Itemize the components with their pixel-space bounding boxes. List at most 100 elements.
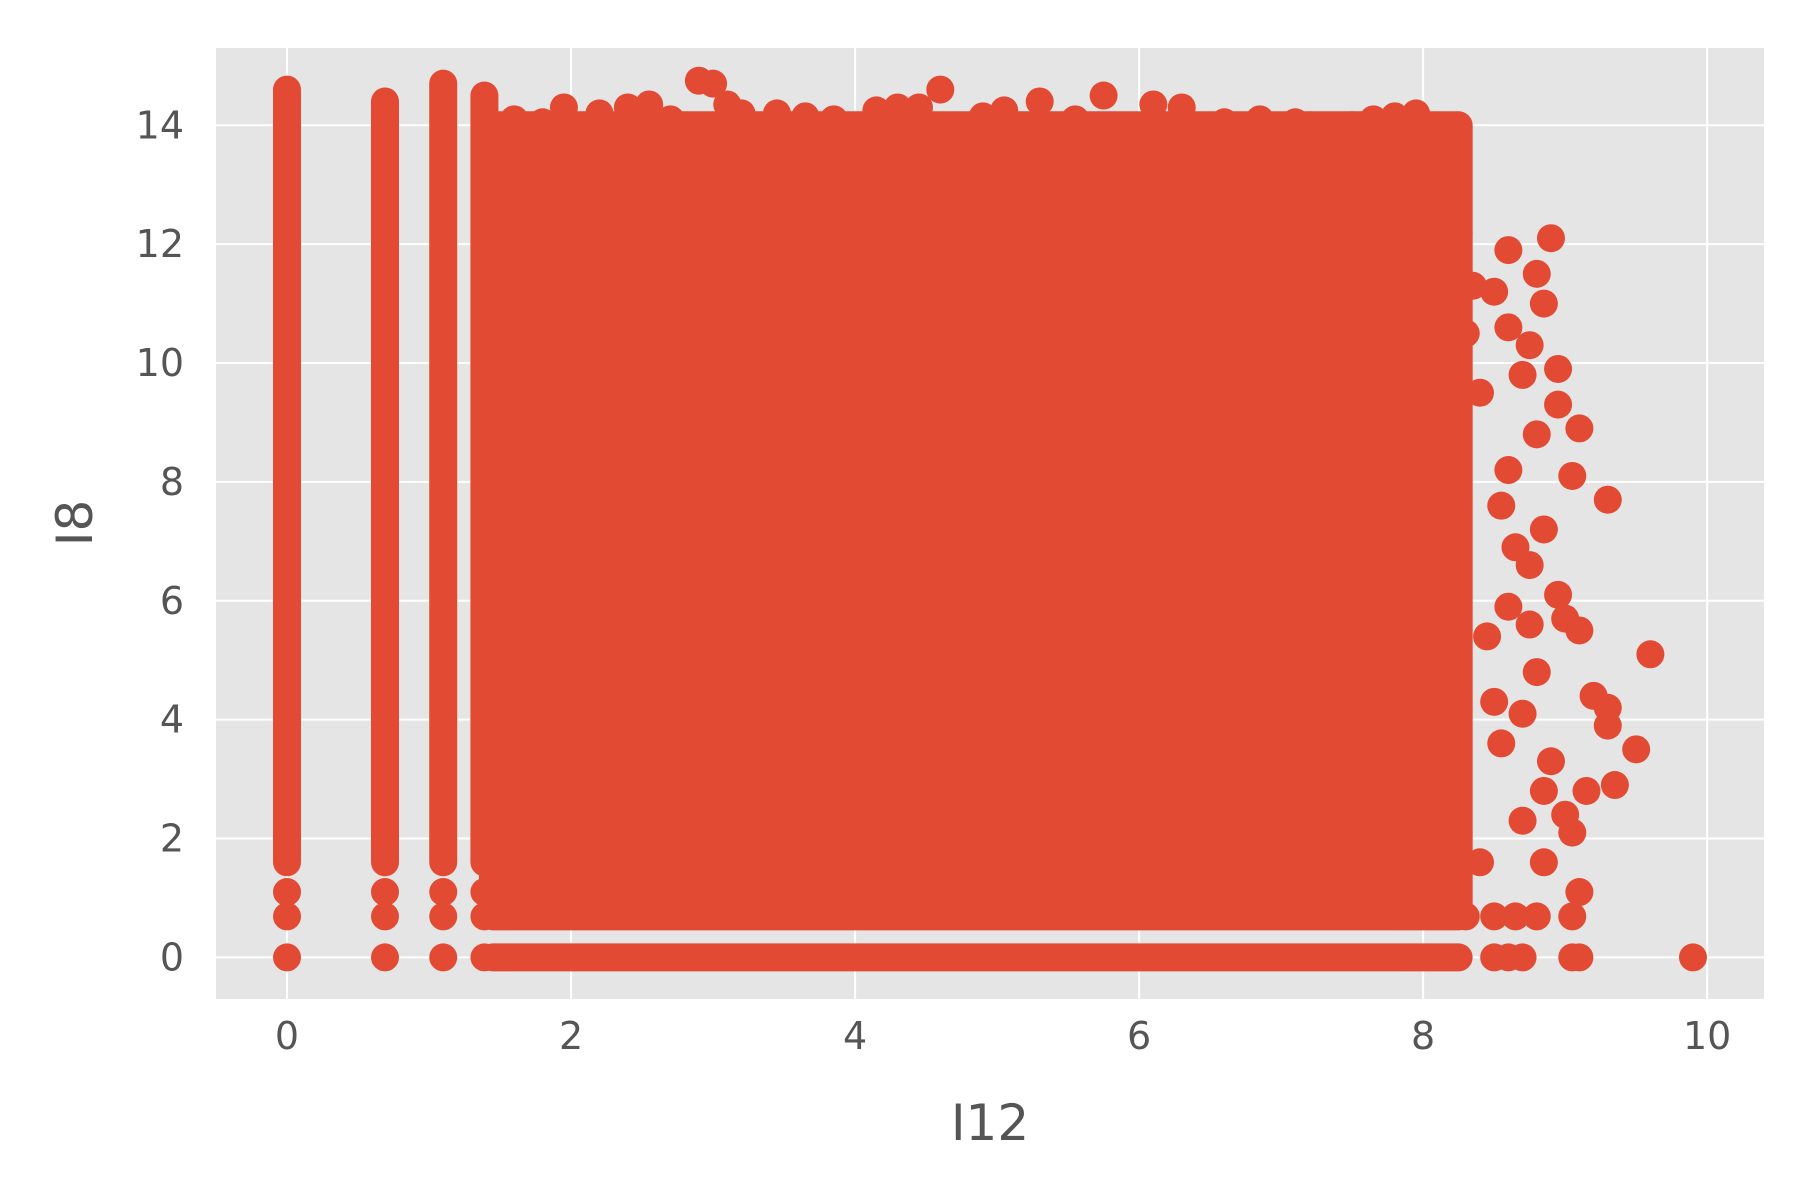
scatter-point: [1536, 747, 1565, 776]
scatter-point: [713, 90, 742, 119]
y-tick-label: 10: [136, 341, 184, 385]
scatter-point: [371, 878, 400, 907]
scatter-point: [1494, 236, 1523, 265]
scatter-point: [1444, 218, 1473, 247]
scatter-point: [1522, 420, 1551, 449]
y-tick-label: 6: [160, 579, 184, 623]
scatter-point: [549, 93, 578, 122]
scatter-point: [1494, 456, 1523, 485]
scatter-point: [1565, 414, 1594, 443]
scatter-point: [1139, 90, 1168, 119]
scatter-point: [1558, 902, 1587, 931]
y-tick-labels: 0 2 4 6 8 10 12 14: [136, 103, 184, 979]
scatter-point: [968, 102, 997, 131]
scatter-point: [273, 943, 302, 972]
scatter-point: [1522, 658, 1551, 687]
x-tick-label: 10: [1683, 1014, 1731, 1058]
x-tick-label: 4: [843, 1014, 867, 1058]
scatter-point: [1316, 114, 1345, 143]
scatter-point: [1544, 390, 1573, 419]
scatter-point: [1402, 99, 1431, 128]
x-tick-labels: 0 2 4 6 8 10: [275, 1014, 1731, 1058]
scatter-point: [1025, 87, 1054, 116]
scatter-point: [990, 96, 1019, 125]
x-tick-label: 0: [275, 1014, 299, 1058]
scatter-point: [1245, 105, 1274, 134]
x-tick-label: 2: [559, 1014, 583, 1058]
scatter-point: [1622, 735, 1651, 764]
scatter-point: [371, 902, 400, 931]
scatter-point: [1529, 848, 1558, 877]
scatter-point: [1572, 776, 1601, 805]
scatter-point: [1551, 800, 1580, 829]
scatter-point: [1458, 271, 1487, 300]
scatter-point: [470, 902, 499, 931]
scatter-point: [791, 102, 820, 131]
y-axis-label: I8: [46, 500, 104, 547]
y-tick-label: 14: [136, 103, 184, 147]
scatter-point: [470, 943, 499, 972]
y-tick-label: 12: [136, 222, 184, 266]
scatter-point: [500, 105, 529, 134]
dense-region: [478, 111, 1473, 931]
scatter-point: [1494, 943, 1523, 972]
scatter-point: [1515, 610, 1544, 639]
scatter-point: [1508, 806, 1537, 835]
scatter-point: [1508, 360, 1537, 389]
point-column: [429, 69, 458, 877]
scatter-point: [1359, 105, 1388, 134]
scatter-point: [862, 96, 891, 125]
scatter-point: [613, 93, 642, 122]
scatter-point: [1437, 170, 1466, 199]
scatter-point: [429, 902, 458, 931]
scatter-point: [371, 943, 400, 972]
scatter-point: [1089, 81, 1118, 110]
scatter-point: [926, 75, 955, 104]
scatter-point: [1501, 902, 1530, 931]
scatter-point: [1480, 902, 1509, 931]
point-column: [371, 87, 400, 877]
scatter-point: [470, 878, 499, 907]
scatter-point: [1451, 319, 1480, 348]
scatter-point: [1529, 289, 1558, 318]
scatter-point: [1565, 943, 1594, 972]
scatter-points: [273, 66, 1707, 972]
scatter-point: [1061, 105, 1090, 134]
scatter-point: [273, 902, 302, 931]
scatter-point: [1508, 699, 1537, 728]
scatter-point: [1544, 580, 1573, 609]
x-tick-label: 8: [1411, 1014, 1435, 1058]
scatter-point: [1465, 378, 1494, 407]
scatter-point: [819, 105, 848, 134]
scatter-point: [1678, 943, 1707, 972]
scatter-point: [1338, 111, 1367, 140]
scatter-point: [1565, 878, 1594, 907]
scatter-point: [1465, 848, 1494, 877]
scatter-point: [635, 90, 664, 119]
scatter-point: [1579, 681, 1608, 710]
dense-region: [478, 943, 1473, 972]
scatter-point: [1210, 108, 1239, 137]
scatter-point: [429, 943, 458, 972]
scatter-point: [1522, 259, 1551, 288]
scatter-point: [1480, 277, 1509, 306]
scatter-point: [1451, 902, 1480, 931]
scatter-point: [1473, 622, 1502, 651]
dense-point-regions: [273, 69, 1473, 972]
scatter-point: [1167, 93, 1196, 122]
scatter-point: [1536, 224, 1565, 253]
scatter-point: [1487, 491, 1516, 520]
scatter-point: [1593, 485, 1622, 514]
scatter-point: [1600, 771, 1629, 800]
scatter-point: [656, 105, 685, 134]
scatter-point: [429, 878, 458, 907]
scatter-point: [1529, 515, 1558, 544]
scatter-point: [904, 93, 933, 122]
scatter-point: [1529, 776, 1558, 805]
scatter-point: [1380, 102, 1409, 131]
scatter-point: [273, 878, 302, 907]
point-column: [273, 75, 302, 877]
scatter-point: [699, 69, 728, 98]
scatter-point: [883, 93, 912, 122]
